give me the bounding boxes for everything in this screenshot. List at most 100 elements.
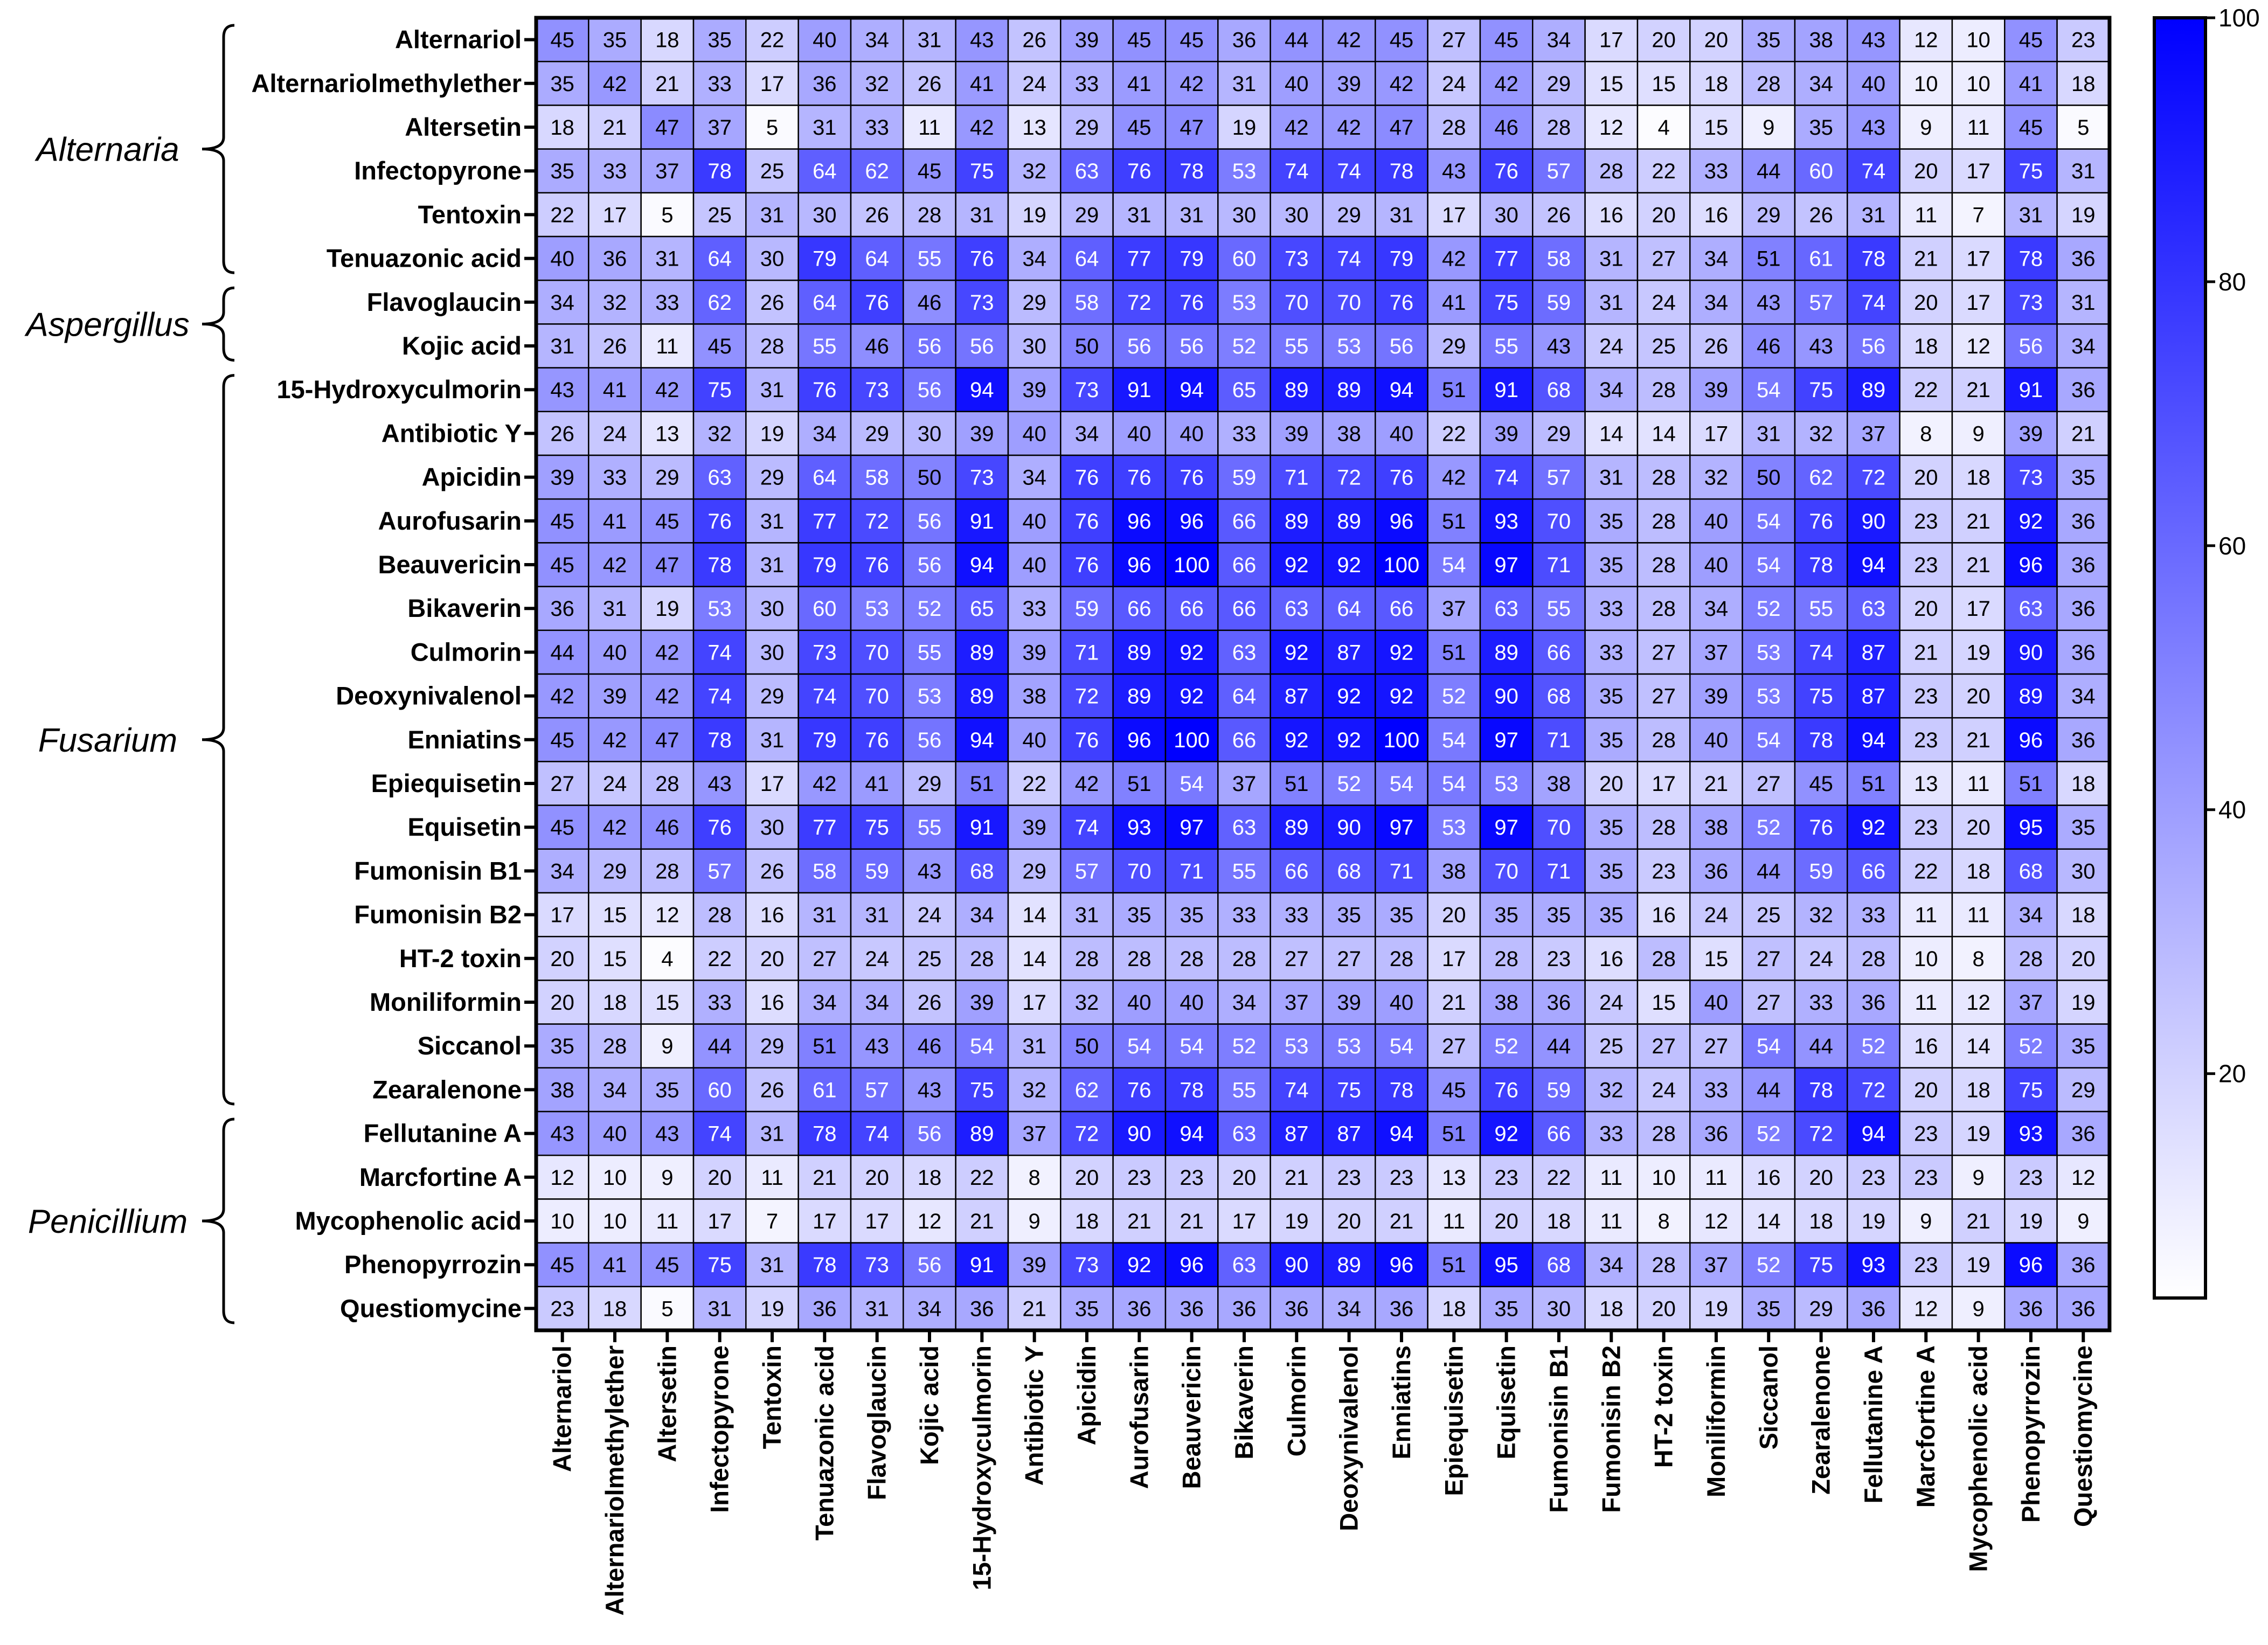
heatmap-cell <box>2056 848 2111 894</box>
heatmap-cell <box>1375 848 1428 894</box>
cell-value: 76 <box>1180 291 1204 315</box>
cell-value: 31 <box>655 247 679 271</box>
heatmap-cell <box>1636 105 1691 150</box>
cell-value: 31 <box>760 1122 785 1146</box>
cell-value: 36 <box>1862 1297 1886 1321</box>
cell-value: 42 <box>1442 466 1466 490</box>
cell-value: 26 <box>918 72 942 96</box>
cell-value: 92 <box>1390 641 1414 664</box>
cell-value: 96 <box>1127 728 1152 752</box>
heatmap-cell <box>1636 980 1691 1025</box>
cell-value: 36 <box>1862 991 1886 1015</box>
heatmap-cell <box>850 235 904 281</box>
cell-value: 16 <box>760 904 785 927</box>
colorbar-tick-label: 100 <box>2218 4 2260 32</box>
heatmap-cell <box>797 892 852 938</box>
heatmap-cell <box>1322 323 1376 369</box>
cell-value: 70 <box>865 685 889 709</box>
heatmap-cell <box>1794 1023 1848 1069</box>
cell-value: 18 <box>1704 72 1729 96</box>
cell-value: 20 <box>1914 466 1938 490</box>
cell-value: 33 <box>1232 422 1257 446</box>
cell-value: 20 <box>1494 1210 1518 1233</box>
heatmap-cell <box>1951 892 2006 938</box>
heatmap-cell <box>1060 848 1114 894</box>
cell-value: 24 <box>603 422 627 446</box>
heatmap-cell <box>903 1023 956 1069</box>
heatmap-cell <box>1689 1023 1743 1069</box>
heatmap-cell <box>1742 105 1796 150</box>
cell-value: 52 <box>1232 1035 1257 1058</box>
cell-value: 45 <box>1442 1078 1466 1102</box>
cell-value: 74 <box>1285 159 1309 183</box>
heatmap-cell <box>1322 17 1376 63</box>
heatmap-cell <box>1375 1154 1428 1200</box>
heatmap-cell <box>850 761 904 806</box>
cell-value: 22 <box>760 29 785 52</box>
cell-value: 24 <box>1652 1078 1676 1102</box>
heatmap-cell <box>2056 761 2111 806</box>
cell-value: 74 <box>708 685 732 709</box>
cell-value: 36 <box>603 247 627 271</box>
heatmap-cell <box>1479 498 1534 544</box>
cell-value: 41 <box>603 1253 627 1277</box>
cell-value: 21 <box>1180 1210 1204 1233</box>
heatmap-cell <box>903 1242 956 1288</box>
cell-value: 55 <box>918 641 942 664</box>
cell-value: 28 <box>1599 159 1624 183</box>
cell-value: 53 <box>1337 335 1361 358</box>
cell-value: 25 <box>708 203 732 227</box>
heatmap-cell <box>2003 848 2058 894</box>
cell-value: 5 <box>766 116 778 140</box>
heatmap-cell <box>1007 17 1062 63</box>
cell-value: 30 <box>760 597 785 621</box>
cell-value: 72 <box>1127 291 1152 315</box>
heatmap-cell <box>640 454 695 500</box>
cell-value: 39 <box>1285 422 1309 446</box>
cell-value: 17 <box>1966 159 1990 183</box>
cell-value: 87 <box>1285 1122 1309 1146</box>
cell-value: 20 <box>1652 29 1676 52</box>
heatmap-cell <box>1636 1242 1691 1288</box>
cell-value: 24 <box>1652 291 1676 315</box>
heatmap-cell <box>1532 542 1586 587</box>
cell-value: 38 <box>1022 685 1046 709</box>
cell-value: 17 <box>550 904 574 927</box>
cell-value: 66 <box>1180 597 1204 621</box>
heatmap-cell <box>1217 498 1271 544</box>
cell-value: 28 <box>1652 1122 1676 1146</box>
heatmap-cell <box>903 761 956 806</box>
cell-value: 25 <box>1599 1035 1624 1058</box>
column-label: Flavoglaucin <box>863 1345 891 1500</box>
cell-value: 77 <box>1494 247 1518 271</box>
cell-value: 91 <box>970 816 994 839</box>
cell-value: 18 <box>2071 904 2096 927</box>
cell-value: 93 <box>1127 816 1152 839</box>
column-label: Questiomycine <box>2069 1345 2097 1527</box>
heatmap-cell <box>1375 586 1428 631</box>
cell-value: 91 <box>970 1253 994 1277</box>
row-label: Aurofusarin <box>378 506 522 535</box>
cell-value: 17 <box>1442 947 1466 971</box>
heatmap-cell <box>1427 105 1481 150</box>
heatmap-cell <box>1532 629 1586 675</box>
cell-value: 89 <box>1285 816 1309 839</box>
cell-value: 11 <box>656 335 679 358</box>
heatmap-cell <box>1060 1023 1114 1069</box>
heatmap-cell <box>1060 1286 1114 1331</box>
heatmap-cell <box>1427 17 1481 63</box>
cell-value: 16 <box>1757 1166 1781 1190</box>
cell-value: 73 <box>2019 291 2043 315</box>
heatmap-cell <box>1164 804 1219 850</box>
heatmap-cell <box>2003 60 2058 106</box>
colorbar-tick-label: 20 <box>2218 1060 2246 1088</box>
cell-value: 97 <box>1180 816 1204 839</box>
cell-value: 70 <box>1285 291 1309 315</box>
cell-value: 60 <box>1809 159 1833 183</box>
cell-value: 36 <box>1704 859 1729 883</box>
cell-value: 39 <box>1075 29 1099 52</box>
cell-value: 57 <box>1547 466 1571 490</box>
heatmap-cell <box>1427 586 1481 631</box>
cell-value: 18 <box>603 1297 627 1321</box>
heatmap-cell <box>692 323 747 369</box>
